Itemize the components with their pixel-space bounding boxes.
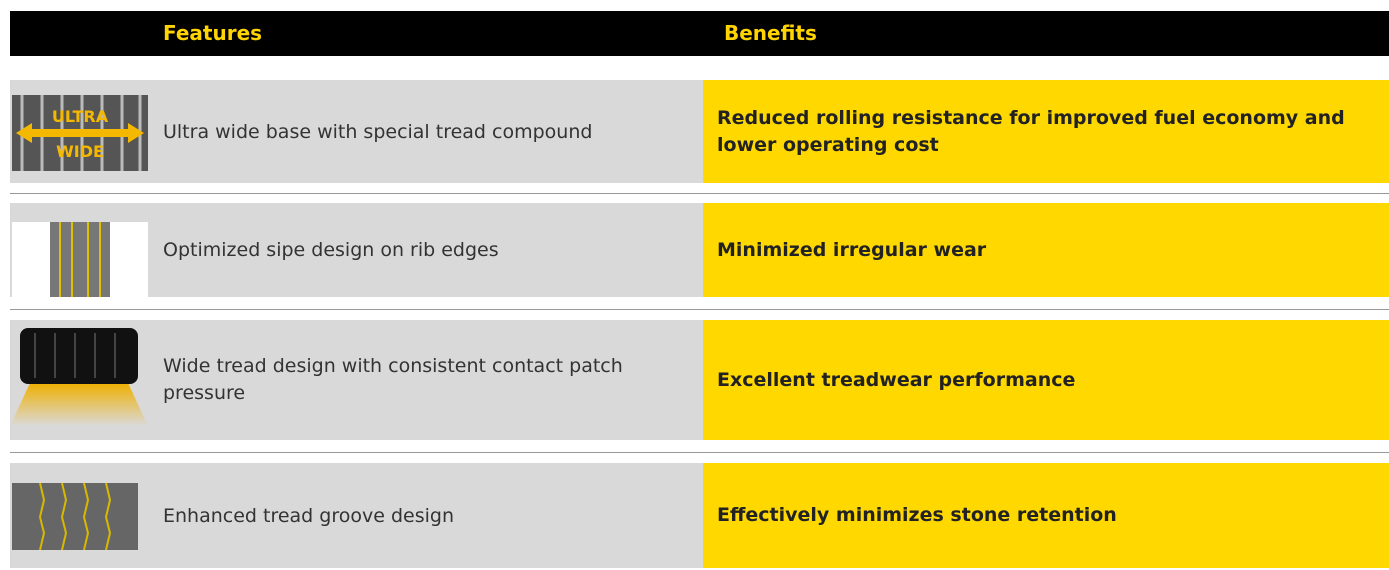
feature-text: Enhanced tread groove design bbox=[163, 504, 454, 527]
benefits-header: Benefits bbox=[724, 21, 817, 45]
benefit-text: Minimized irregular wear bbox=[717, 238, 987, 261]
benefit-text: Effectively minimizes stone retention bbox=[717, 504, 1117, 527]
groove-icon bbox=[12, 483, 138, 550]
separator bbox=[10, 452, 1389, 453]
features-header: Features bbox=[163, 21, 263, 45]
feature-text: Ultra wide base with special tread compo… bbox=[163, 120, 593, 143]
benefit-text: Reduced rolling resistance for improved … bbox=[717, 106, 1345, 156]
icon-text: WIDE bbox=[56, 142, 104, 161]
icon-text: ULTRA bbox=[52, 107, 109, 126]
feature-text: Wide tread design with consistent contac… bbox=[163, 355, 623, 404]
benefit-cell bbox=[703, 203, 1389, 297]
separator bbox=[10, 309, 1389, 310]
tread-icon bbox=[10, 328, 148, 426]
benefit-cell bbox=[703, 320, 1389, 440]
feature-text: Optimized sipe design on rib edges bbox=[163, 239, 499, 261]
header-bar bbox=[10, 11, 1389, 56]
benefit-cell bbox=[703, 80, 1389, 183]
sipe-icon bbox=[12, 222, 148, 297]
separator bbox=[10, 193, 1389, 194]
ultra-wide-icon: ULTRA WIDE bbox=[12, 95, 148, 171]
benefit-cell bbox=[703, 463, 1389, 568]
benefit-text: Excellent treadwear performance bbox=[717, 368, 1076, 391]
